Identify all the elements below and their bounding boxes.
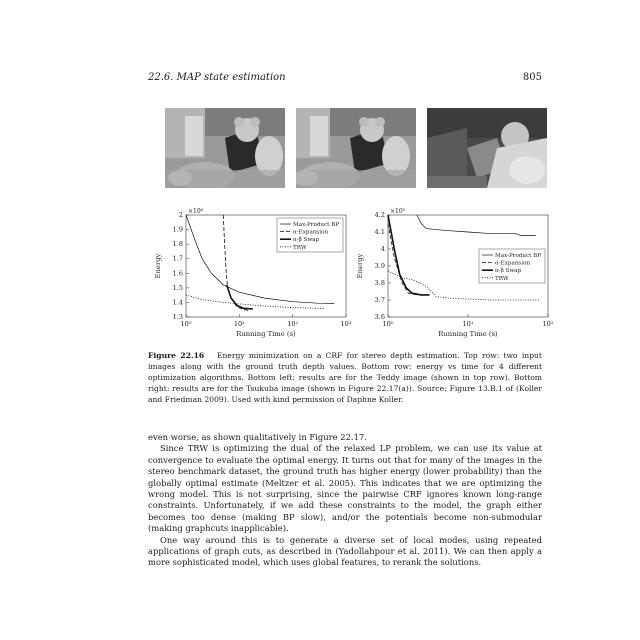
y-tick-label: 4 [381, 245, 385, 253]
paragraph-2: Since TRW is optimizing the dual of the … [148, 443, 542, 534]
axis-multiplier: ×10⁵ [390, 208, 406, 215]
legend-label: α-Expansion [495, 261, 530, 267]
paragraph-1: even worse, as shown qualitatively in Fi… [148, 432, 367, 442]
plot-frame [185, 214, 347, 318]
y-tick-label: 1.9 [173, 226, 183, 234]
series-line [222, 214, 249, 311]
series-line [185, 294, 325, 309]
series-line [387, 270, 541, 301]
axis-multiplier: ×10⁶ [188, 208, 204, 215]
teddy-energy-chart: 10⁰ 10¹ 10² 10³ 1.3 1.4 1.5 1.6 1.7 1.8 1.9 2 ×10⁶ Ru… [150, 205, 352, 340]
y-axis-label: Energy [154, 253, 162, 278]
y-tick-label: 1.5 [173, 284, 183, 292]
body-text: even worse, as shown qualitatively in Fi… [148, 432, 542, 569]
y-tick-label: 2 [179, 211, 183, 219]
figure-caption-text: Energy minimization on a CRF for stereo … [148, 351, 542, 404]
series-line [387, 223, 422, 296]
x-tick-label: 10¹ [463, 320, 474, 328]
legend-label: α-Expansion [293, 230, 328, 236]
legend-label: Max-Product BP [495, 253, 541, 259]
x-tick-label: 10¹ [234, 320, 245, 328]
y-axis-label: Energy [356, 253, 364, 278]
x-tick-label: 10² [543, 320, 554, 328]
y-tick-label: 4.2 [375, 211, 385, 219]
x-tick-label: 10⁰ [383, 320, 394, 328]
y-tick-label: 3.6 [375, 313, 385, 321]
tsukuba-energy-chart: 10⁰ 10¹ 10² 3.6 3.7 3.8 3.9 4 4.1 4.2 ×10⁵ Running … [352, 205, 554, 340]
y-tick-label: 1.3 [173, 313, 183, 321]
y-tick-label: 3.7 [375, 296, 385, 304]
y-tick-label: 3.8 [375, 279, 385, 287]
x-tick-label: 10² [287, 320, 298, 328]
legend-label: TRW [293, 245, 307, 251]
page-number: 805 [522, 72, 542, 83]
series-line [225, 284, 253, 310]
y-tick-label: 1.6 [173, 269, 183, 277]
y-tick-label: 1.7 [173, 255, 183, 263]
ground-truth-depth-image [427, 108, 547, 188]
x-axis-label: Running Time (s) [236, 330, 296, 338]
x-tick-label: 10³ [341, 320, 352, 328]
teddy-input-image-1 [165, 108, 285, 188]
figure-label: Figure 22.16 [148, 351, 205, 360]
y-tick-label: 1.4 [173, 298, 183, 306]
x-tick-label: 10⁰ [181, 320, 192, 328]
series-line [185, 214, 335, 304]
legend-label: TRW [495, 276, 509, 282]
y-tick-label: 1.8 [173, 240, 183, 248]
teddy-input-image-2 [296, 108, 416, 188]
series-line [416, 214, 536, 236]
y-tick-label: 4.1 [375, 228, 385, 236]
legend-label: α-β Swap [293, 237, 320, 243]
page-header: 22.6. MAP state estimation 805 [148, 72, 542, 86]
series-line [387, 214, 430, 296]
paragraph-3: One way around this is to generate a div… [148, 534, 542, 568]
x-axis-label: Running Time (s) [438, 330, 498, 338]
legend-label: α-β Swap [495, 268, 522, 274]
figure-caption: Figure 22.16 Energy minimization on a CR… [148, 350, 542, 405]
legend-label: Max-Product BP [293, 222, 339, 228]
y-tick-label: 3.9 [375, 262, 385, 270]
section-title: 22.6. MAP state estimation [148, 72, 286, 83]
